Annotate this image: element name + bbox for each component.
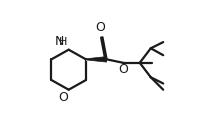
Polygon shape [86,57,107,62]
Text: O: O [58,91,68,104]
Text: O: O [119,63,129,76]
Text: O: O [95,21,105,34]
Text: H: H [59,37,67,47]
Text: N: N [55,35,64,48]
